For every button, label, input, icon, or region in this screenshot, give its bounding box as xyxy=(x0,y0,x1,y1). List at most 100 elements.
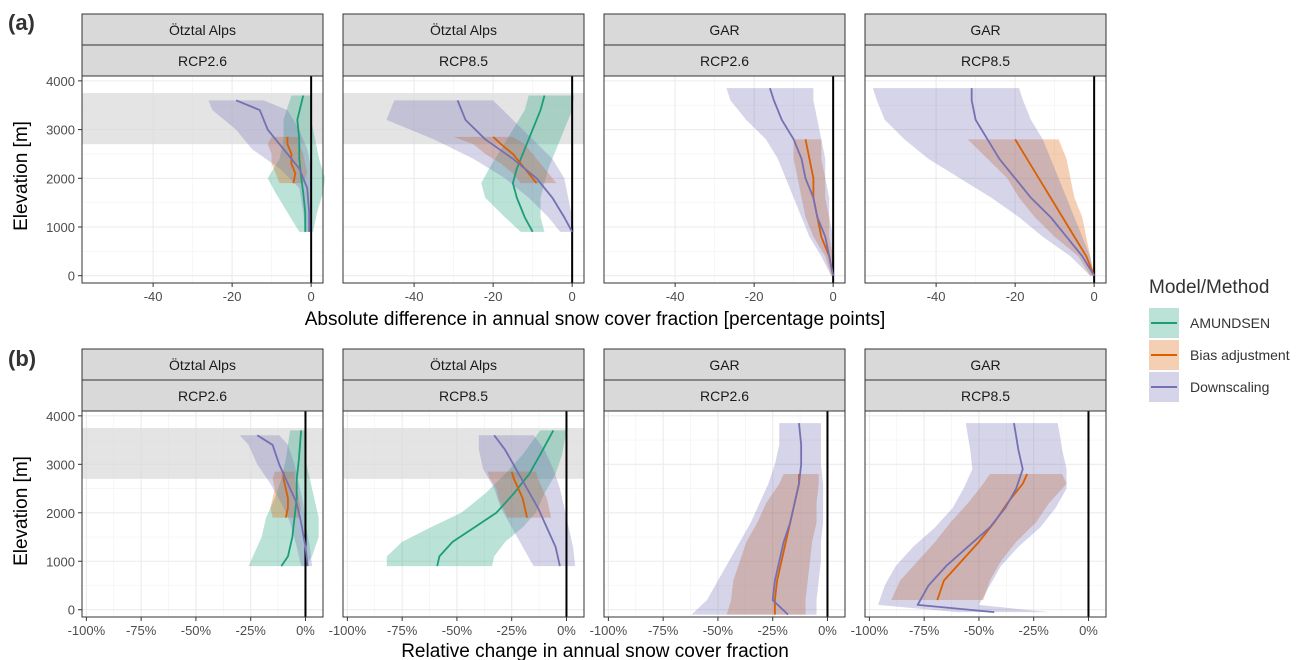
ribbon-downscaling xyxy=(872,88,1095,276)
plot-background xyxy=(604,411,845,617)
strip-region-label: Ötztal Alps xyxy=(430,21,497,38)
panel-border xyxy=(864,410,1107,618)
x-tick-label: 0 xyxy=(308,289,315,304)
ribbon-downscaling xyxy=(478,435,576,567)
legend-title: Model/Method xyxy=(1149,277,1269,298)
y-tick-label: 0 xyxy=(68,269,75,284)
ribbon-amundsen xyxy=(481,95,575,232)
glacier-elevation-band xyxy=(82,93,323,145)
x-tick-label: -25% xyxy=(497,623,528,638)
strip-region-label: Ötztal Alps xyxy=(430,356,497,373)
strip-region xyxy=(81,348,324,381)
strip-scenario-label: RCP8.5 xyxy=(961,53,1010,69)
x-tick-label: -75% xyxy=(126,623,157,638)
x-tick-label: 0% xyxy=(557,623,576,638)
panel-1-2: GAR RCP2.6 -100% -75% -50% -25% 0% xyxy=(590,348,846,638)
strip-region-label: Ötztal Alps xyxy=(169,21,236,38)
x-tick-label: -40 xyxy=(666,289,685,304)
x-tick-label: -100% xyxy=(68,623,106,638)
x-tick-label: -20 xyxy=(1006,289,1025,304)
x-tick-label: -25% xyxy=(236,623,267,638)
x-tick-label: 0% xyxy=(1079,623,1098,638)
series-line-bias-adjustment xyxy=(282,471,289,518)
y-axis-title-a: Elevation [m] xyxy=(11,121,32,231)
y-tick-label: 0 xyxy=(68,603,75,618)
x-tick-label: -50% xyxy=(964,623,995,638)
x-tick-label: 0% xyxy=(296,623,315,638)
x-tick-label: -20 xyxy=(745,289,764,304)
strip-scenario-label: RCP8.5 xyxy=(439,53,488,69)
x-tick-label: -50% xyxy=(442,623,473,638)
y-tick-label: 4000 xyxy=(46,74,75,89)
legend-label-amundsen: AMUNDSEN xyxy=(1190,315,1270,331)
x-tick-label: -40 xyxy=(144,289,163,304)
series-line-downscaling xyxy=(493,434,561,567)
series-line-downscaling xyxy=(256,434,309,567)
ribbon-bias-adjustment xyxy=(453,136,557,184)
panel-border xyxy=(603,410,846,618)
x-tick-label: -75% xyxy=(648,623,679,638)
ribbon-bias-adjustment xyxy=(270,471,302,518)
glacier-elevation-band xyxy=(343,93,584,145)
series-line-downscaling xyxy=(771,423,803,616)
series-line-bias-adjustment xyxy=(1014,138,1095,277)
ribbon-bias-adjustment xyxy=(267,136,308,184)
strip-scenario xyxy=(603,44,846,77)
series-line-bias-adjustment xyxy=(492,136,538,184)
x-tick-label: -25% xyxy=(1019,623,1050,638)
panel-border xyxy=(342,75,585,284)
row-b-label: (b) xyxy=(8,346,36,371)
ribbon-bias-adjustment xyxy=(967,139,1095,276)
x-tick-label: -100% xyxy=(329,623,367,638)
strip-region xyxy=(81,13,324,46)
ribbon-downscaling xyxy=(691,423,824,615)
series-line-downscaling xyxy=(916,422,1024,614)
x-tick-label: -40 xyxy=(405,289,424,304)
y-tick-label: 1000 xyxy=(46,554,75,569)
series-line-downscaling xyxy=(769,87,835,276)
series-line-amundsen xyxy=(280,430,302,567)
strip-scenario-label: RCP2.6 xyxy=(700,388,749,404)
ribbon-downscaling xyxy=(386,100,575,232)
panel-1-1: Ötztal Alps RCP8.5 -100% -75% -50% -25% 0% xyxy=(329,348,585,638)
x-tick-label: -50% xyxy=(181,623,212,638)
strip-scenario-label: RCP8.5 xyxy=(439,388,488,404)
strip-scenario xyxy=(603,379,846,412)
strip-region xyxy=(603,13,846,46)
ribbon-amundsen xyxy=(386,430,567,567)
row-a-label: (a) xyxy=(8,10,35,35)
ribbon-bias-adjustment xyxy=(726,474,819,615)
panels-layer: Ötztal Alps RCP2.6 -40 -20 0 0 1000 2000 3000 400… xyxy=(46,13,1107,638)
x-tick-label: -100% xyxy=(590,623,628,638)
legend-label-bias: Bias adjustment xyxy=(1190,347,1290,363)
panel-border xyxy=(864,75,1107,284)
x-tick-label: 0 xyxy=(830,289,837,304)
panel-border xyxy=(81,410,324,618)
y-tick-label: 4000 xyxy=(46,409,75,424)
ribbon-downscaling xyxy=(208,100,312,232)
x-tick-label: -75% xyxy=(909,623,940,638)
series-line-amundsen xyxy=(296,95,307,232)
series-line-bias-adjustment xyxy=(936,473,1028,601)
y-tick-label: 1000 xyxy=(46,220,75,235)
plot-background xyxy=(865,76,1106,283)
panel-0-3: GAR RCP8.5 -40 -20 0 xyxy=(864,13,1107,304)
panel-border xyxy=(81,75,324,284)
strip-scenario xyxy=(81,379,324,412)
strip-scenario-label: RCP2.6 xyxy=(178,53,227,69)
x-tick-label: -50% xyxy=(703,623,734,638)
strip-scenario-label: RCP2.6 xyxy=(178,388,227,404)
panel-border xyxy=(342,410,585,618)
x-tick-label: 0% xyxy=(818,623,837,638)
legend: Model/Method AMUNDSEN Bias adjustment Do… xyxy=(1149,277,1290,402)
x-axis-title-b: Relative change in annual snow cover fra… xyxy=(401,641,789,660)
x-tick-label: 0 xyxy=(1091,289,1098,304)
x-tick-label: -40 xyxy=(927,289,946,304)
strip-region-label: GAR xyxy=(970,357,1000,373)
series-line-downscaling xyxy=(970,88,1095,277)
strip-region-label: GAR xyxy=(970,22,1000,38)
panel-0-1: Ötztal Alps RCP8.5 -40 -20 0 xyxy=(342,13,585,304)
strip-scenario-label: RCP2.6 xyxy=(700,53,749,69)
strip-scenario xyxy=(342,44,585,77)
panel-border xyxy=(603,75,846,284)
